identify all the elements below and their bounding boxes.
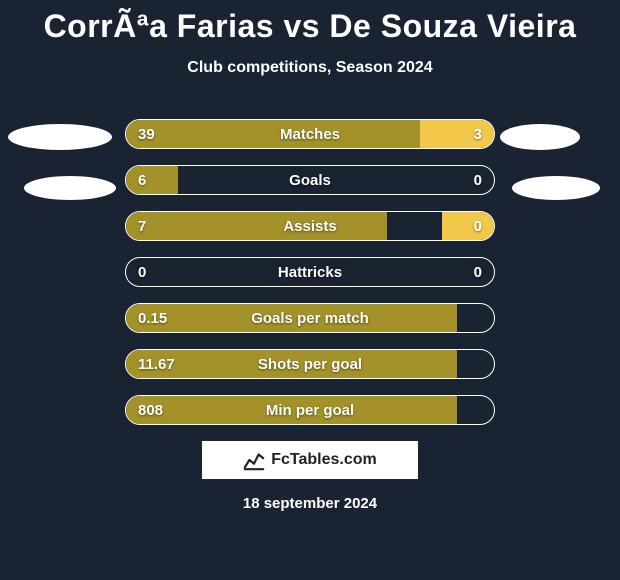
stat-row: 70Assists: [125, 211, 495, 241]
stat-row: 0.15Goals per match: [125, 303, 495, 333]
stat-label: Min per goal: [126, 396, 494, 424]
stat-row: 808Min per goal: [125, 395, 495, 425]
stats-area: 393Matches 60Goals 70Assists 00Hattricks 0.1…: [0, 119, 620, 425]
stat-label: Assists: [126, 212, 494, 240]
stat-row: 60Goals: [125, 165, 495, 195]
stat-label: Shots per goal: [126, 350, 494, 378]
brand-band: FcTables.com: [202, 441, 418, 479]
stat-label: Goals per match: [126, 304, 494, 332]
page-subtitle: Club competitions, Season 2024: [0, 59, 620, 77]
stat-label: Goals: [126, 166, 494, 194]
stat-row: 00Hattricks: [125, 257, 495, 287]
stat-label: Matches: [126, 120, 494, 148]
stat-label: Hattricks: [126, 258, 494, 286]
decor-ellipse: [24, 176, 116, 200]
stat-row: 11.67Shots per goal: [125, 349, 495, 379]
decor-ellipse: [500, 124, 580, 150]
brand-label: FcTables.com: [271, 451, 377, 469]
brand-logo-icon: [243, 449, 265, 471]
page-title: CorrÃªa Farias vs De Souza Vieira: [0, 0, 620, 45]
stat-row: 393Matches: [125, 119, 495, 149]
decor-ellipse: [512, 176, 600, 200]
decor-ellipse: [8, 124, 112, 150]
date-line: 18 september 2024: [0, 495, 620, 512]
